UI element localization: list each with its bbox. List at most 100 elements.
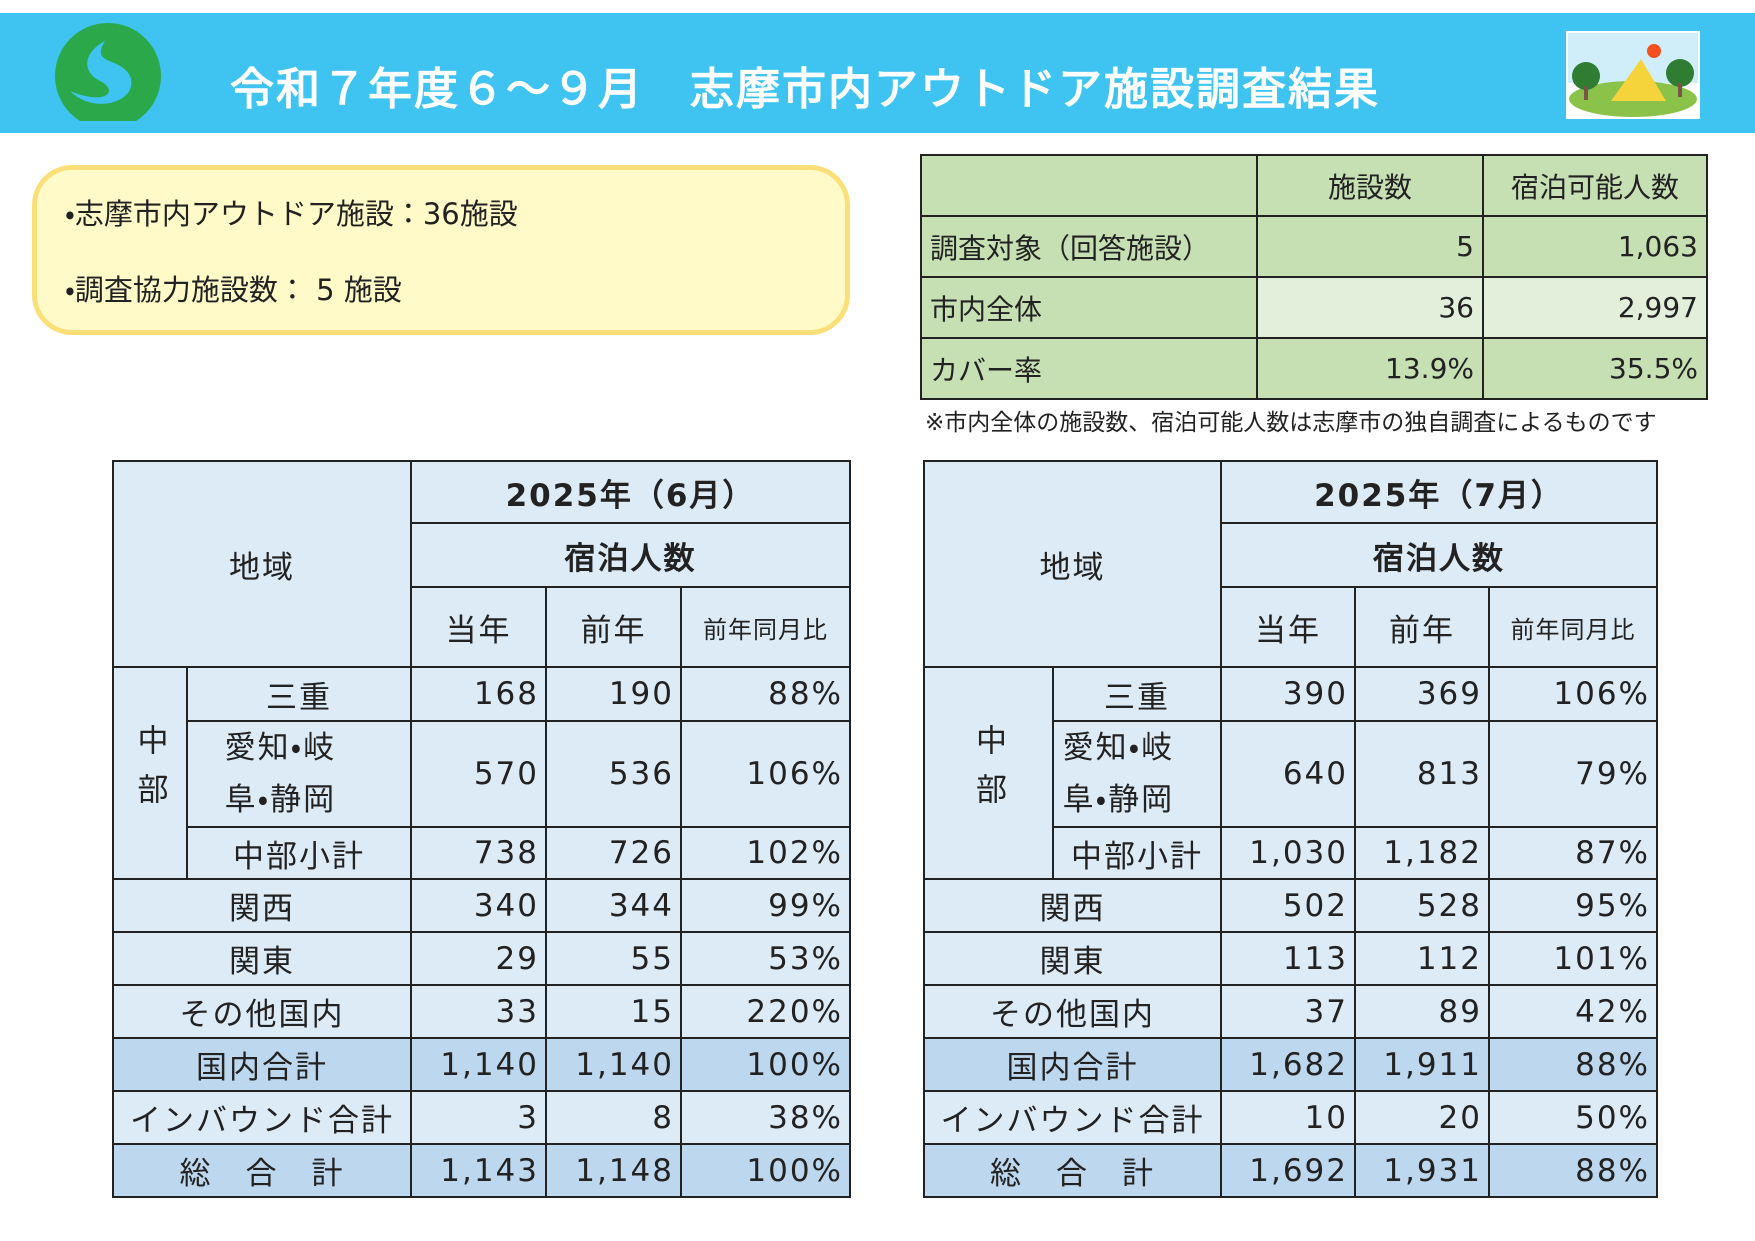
cell-value: 10 — [1220, 1090, 1356, 1145]
row-label: インバウンド合計 — [923, 1090, 1222, 1145]
row-label: 市内全体 — [920, 276, 1258, 339]
cell-value: 15 — [545, 984, 682, 1039]
cell-value: 102% — [679, 826, 852, 880]
region-header: 地域 — [923, 460, 1222, 668]
cell-value: 1,140 — [545, 1037, 682, 1092]
cell-value: 88% — [1487, 1143, 1659, 1198]
cell-value: 738 — [410, 826, 547, 880]
table-row: 総 合 計 1,692 1,931 88% — [923, 1143, 1659, 1198]
cell-value: 390 — [1220, 666, 1356, 722]
cell-value: 35.5% — [1482, 337, 1708, 400]
table-row: 関西 340 344 99% — [112, 878, 852, 933]
cell-value: 89 — [1354, 984, 1490, 1039]
table-row: 中部小計 1,030 1,182 87% — [924, 826, 1659, 880]
table-row: カバー率 13.9% 35.5% — [920, 337, 1708, 400]
page-title: 令和７年度６～９月 志摩市内アウトドア施設調査結果 — [230, 64, 1380, 115]
row-label-text: 中部小計 — [1071, 838, 1203, 875]
cell-value: 38% — [679, 1090, 852, 1145]
row-label: 中部小計 — [186, 826, 412, 880]
cell-value: 8 — [545, 1090, 682, 1145]
summary-item: ・調査協力施設数： 5 施設 — [65, 273, 402, 307]
table-row: 総 合 計 1,143 1,148 100% — [112, 1143, 852, 1198]
cell-value: 42% — [1487, 984, 1659, 1039]
cell-value: 106% — [679, 720, 852, 828]
cell-value: 1,148 — [545, 1143, 682, 1198]
row-label: 愛知・岐阜・静岡 — [186, 720, 412, 828]
row-label: 国内合計 — [112, 1037, 412, 1092]
cell-value: 1,030 — [1220, 826, 1356, 880]
header-cell: 施設数 — [1256, 154, 1484, 217]
row-label-text: 中部小計 — [233, 838, 365, 875]
cell-value: 640 — [1220, 720, 1356, 828]
cell-value: 88% — [679, 666, 852, 722]
cell-value: 340 — [410, 878, 547, 933]
table-row: 関東 113 112 101% — [923, 931, 1659, 986]
cell-value: 1,682 — [1220, 1037, 1356, 1092]
cell-value: 106% — [1487, 666, 1659, 722]
group-label: 中部 — [131, 724, 168, 822]
row-label: その他国内 — [112, 984, 412, 1039]
header-row: 施設数 宿泊可能人数 — [920, 154, 1708, 217]
row-label: 三重 — [1052, 666, 1222, 722]
stay-table: 地域 2025年（7月） 宿泊人数 当年 前年 前年同月比 中部 三重 390 369 106% 愛知… — [923, 460, 1659, 1198]
table-row: インバウンド合計 10 20 50% — [923, 1090, 1659, 1145]
cell-value: 79% — [1487, 720, 1659, 828]
cell-value: 113 — [1220, 931, 1356, 986]
table-title: 2025年（7月） — [1219, 460, 1659, 524]
cell-value: 813 — [1354, 720, 1490, 828]
cell-value: 50% — [1487, 1090, 1659, 1145]
row-label: 調査対象（回答施設） — [920, 215, 1258, 278]
row-label-text: 三重 — [1104, 679, 1170, 716]
header-row: 宿泊人数 — [113, 522, 852, 588]
stay-table: 地域 2025年（6月） 宿泊人数 当年 前年 前年同月比 中部 三重 168 190 88% 愛知・… — [112, 460, 852, 1198]
header-cell — [920, 154, 1258, 217]
cell-value: 2,997 — [1482, 276, 1708, 339]
column-header: 当年 — [410, 586, 547, 668]
cell-value: 101% — [1487, 931, 1659, 986]
cell-value: 1,931 — [1354, 1143, 1490, 1198]
cell-value: 726 — [545, 826, 682, 880]
cell-value: 1,692 — [1220, 1143, 1356, 1198]
cell-value: 53% — [679, 931, 852, 986]
cell-value: 100% — [679, 1143, 852, 1198]
row-label: 関東 — [923, 931, 1222, 986]
table-row: 市内全体 36 2,997 — [920, 276, 1708, 339]
table-row: その他国内 37 89 42% — [923, 984, 1659, 1039]
table-row: 関西 502 528 95% — [923, 878, 1659, 933]
row-label: 関東 — [112, 931, 412, 986]
row-label: インバウンド合計 — [112, 1090, 412, 1145]
header-band: 令和７年度６～９月 志摩市内アウトドア施設調査結果 — [0, 13, 1755, 133]
cell-value: 112 — [1354, 931, 1490, 986]
cell-value: 100% — [679, 1037, 852, 1092]
cell-value: 528 — [1354, 878, 1490, 933]
table-row: 国内合計 1,682 1,911 88% — [923, 1037, 1659, 1092]
table-row: 中部 三重 168 190 88% — [112, 666, 852, 880]
cell-value: 13.9% — [1256, 337, 1484, 400]
cell-value: 3 — [410, 1090, 547, 1145]
row-label: その他国内 — [923, 984, 1222, 1039]
cell-value: 5 — [1256, 215, 1484, 278]
cell-value: 20 — [1354, 1090, 1490, 1145]
cell-value: 36 — [1256, 276, 1484, 339]
cell-value: 190 — [545, 666, 682, 722]
cell-value: 1,063 — [1482, 215, 1708, 278]
column-header: 前年 — [1354, 586, 1490, 668]
column-header: 前年同月比 — [1487, 586, 1659, 668]
cell-value: 87% — [1487, 826, 1659, 880]
row-label: 愛知・岐阜・静岡 — [1052, 720, 1222, 828]
cell-value: 1,140 — [410, 1037, 547, 1092]
row-label-text: 愛知・岐阜・静岡 — [224, 730, 337, 818]
header-row: 宿泊人数 — [924, 522, 1659, 588]
table-row: その他国内 33 15 220% — [112, 984, 852, 1039]
row-label: 関西 — [923, 878, 1222, 933]
cell-value: 168 — [410, 666, 547, 722]
row-label: 総 合 計 — [112, 1143, 412, 1198]
cell-value: 536 — [545, 720, 682, 828]
row-label: 総 合 計 — [923, 1143, 1222, 1198]
note: ※市内全体の施設数、宿泊可能人数は志摩市の独自調査によるものです — [925, 410, 1657, 436]
group-cell: 中部 — [112, 666, 188, 880]
cell-value: 1,143 — [410, 1143, 547, 1198]
header-row: 当年 前年 前年同月比 — [924, 586, 1659, 668]
table-row: インバウンド合計 3 8 38% — [112, 1090, 852, 1145]
